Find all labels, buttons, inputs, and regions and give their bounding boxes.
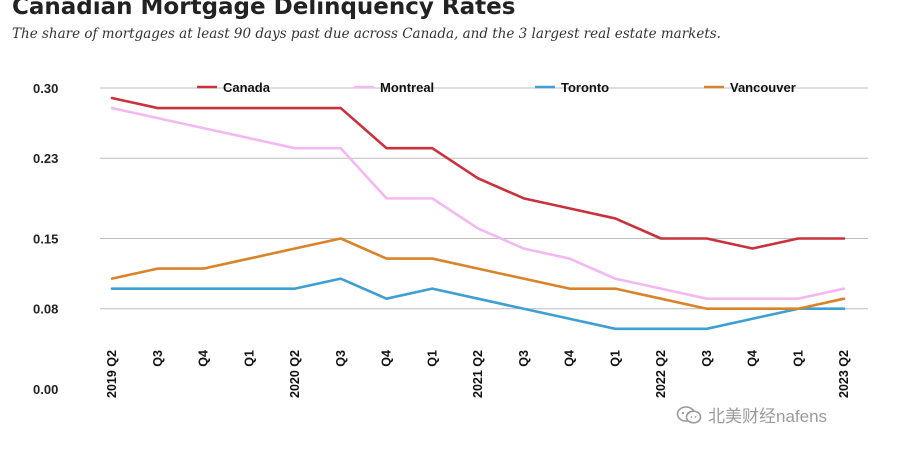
x-tick-label: 2019 Q2 xyxy=(105,350,119,398)
legend-label-toronto: Toronto xyxy=(561,80,609,95)
x-tick-label: Q1 xyxy=(608,350,622,367)
x-tick-label: Q3 xyxy=(517,350,531,367)
y-tick-label: 0.23 xyxy=(33,151,58,166)
y-tick-label: 0.00 xyxy=(33,382,58,397)
x-axis: 2019 Q2 Q3 Q4 Q1 2020 Q2 Q3 Q4 Q1 2021 Q2 Q3 Q4 Q1 2… xyxy=(105,350,851,398)
series-line-montreal xyxy=(110,106,846,301)
y-tick-label: 0.30 xyxy=(33,81,58,96)
x-tick-label: 2022 Q2 xyxy=(654,350,668,398)
x-tick-label: Q1 xyxy=(242,350,256,367)
y-tick-label: 0.08 xyxy=(33,302,58,317)
legend: Canada Montreal Toronto Vancouver xyxy=(197,80,796,95)
x-tick-label: 2023 Q2 xyxy=(837,350,851,398)
series-lines xyxy=(110,96,846,331)
x-tick-label: Q3 xyxy=(700,350,714,367)
x-tick-label: Q3 xyxy=(334,350,348,367)
y-tick-label: 0.15 xyxy=(33,232,58,247)
x-tick-label: Q4 xyxy=(563,350,577,367)
legend-label-vancouver: Vancouver xyxy=(730,80,796,95)
x-tick-label: Q1 xyxy=(425,350,439,367)
series-line-vancouver xyxy=(110,237,846,311)
watermark-text: 北美财经nafens xyxy=(708,407,828,426)
chart-title: Canadian Mortgage Delinquency Rates xyxy=(12,0,516,20)
watermark: 北美财经nafens xyxy=(676,402,827,427)
chat-bubbles-icon xyxy=(676,405,702,424)
legend-label-canada: Canada xyxy=(223,80,271,95)
y-axis: 0.30 0.23 0.15 0.08 0.00 xyxy=(33,81,58,397)
series-line-toronto xyxy=(110,277,846,331)
x-tick-label: Q4 xyxy=(746,350,760,367)
x-tick-label: Q1 xyxy=(791,350,805,367)
x-tick-label: Q4 xyxy=(380,350,394,367)
x-tick-label: Q3 xyxy=(151,350,165,367)
legend-label-montreal: Montreal xyxy=(380,80,434,95)
x-tick-label: 2020 Q2 xyxy=(288,350,302,398)
grid xyxy=(100,87,868,310)
series-line-canada xyxy=(110,96,846,250)
x-tick-label: 2021 Q2 xyxy=(471,350,485,398)
x-tick-label: Q4 xyxy=(197,350,211,367)
chart-subtitle: The share of mortgages at least 90 days … xyxy=(12,26,721,42)
